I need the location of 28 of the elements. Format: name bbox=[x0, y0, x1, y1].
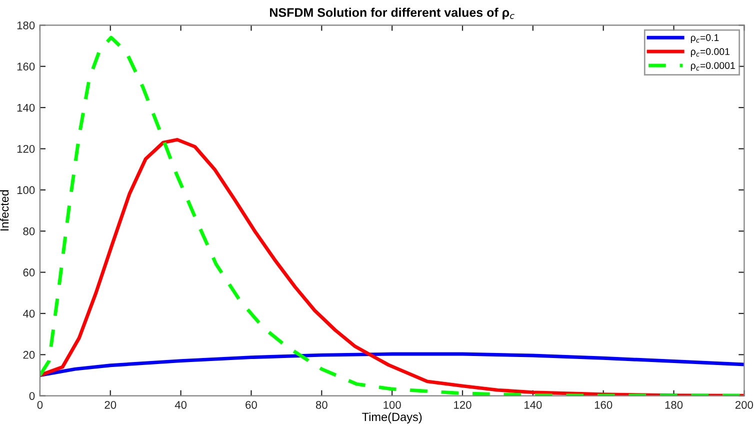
y-tick-label: 100 bbox=[17, 186, 35, 194]
x-tick-label: 40 bbox=[174, 400, 187, 409]
x-tick-label: 80 bbox=[316, 400, 328, 409]
y-tick-label: 180 bbox=[17, 21, 35, 30]
x-tick-label: 60 bbox=[246, 400, 257, 409]
x-tick-label: 120 bbox=[454, 400, 472, 409]
y-tick-label: 140 bbox=[17, 104, 35, 112]
y-tick-label: 80 bbox=[23, 227, 35, 236]
legend-label: ρ$_{c}$=0.1 bbox=[690, 34, 719, 43]
x-tick-label: 200 bbox=[735, 400, 754, 409]
x-tick-label: 160 bbox=[594, 400, 612, 409]
y-tick-label: 40 bbox=[23, 310, 35, 318]
x-tick-label: 180 bbox=[665, 400, 683, 409]
x-tick-label: 0 bbox=[37, 400, 43, 409]
legend-label: ρ$_{c}$=0.0001 bbox=[690, 62, 735, 71]
x-tick-label: 100 bbox=[384, 400, 401, 409]
y-axis-title: Infected bbox=[0, 190, 9, 230]
line-series bbox=[40, 352, 744, 377]
y-tick-label: 60 bbox=[23, 268, 35, 276]
y-tick-label: 0 bbox=[29, 392, 35, 400]
y-tick-label: 160 bbox=[17, 62, 35, 71]
legend-label: ρ$_{c}$=0.001 bbox=[690, 48, 730, 57]
x-tick-label: 20 bbox=[104, 400, 116, 409]
x-axis-title: Time(Days) bbox=[362, 412, 422, 424]
chart-title: NSFDM Solution for different values of ρ$_{c}$ bbox=[270, 8, 514, 20]
y-tick-label: 20 bbox=[23, 350, 35, 359]
y-tick-label: 120 bbox=[17, 145, 35, 153]
x-tick-label: 140 bbox=[524, 400, 542, 409]
